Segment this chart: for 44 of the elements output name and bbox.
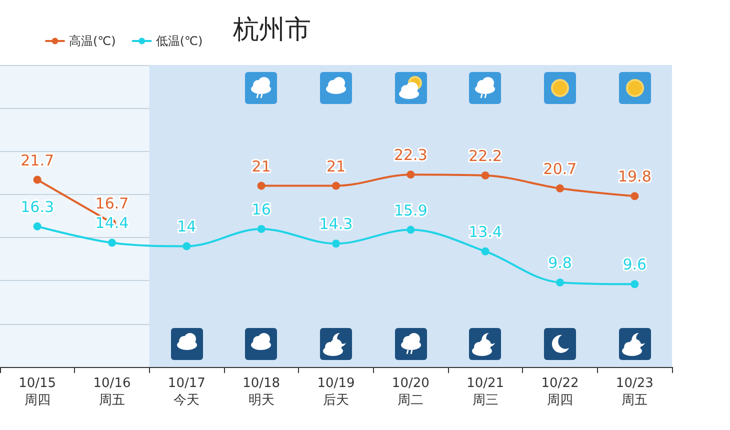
x-tick-label: 10/20 周二 [392, 376, 430, 408]
point [332, 182, 340, 190]
x-tick-label: 10/21 周三 [466, 376, 504, 408]
data-label: 14.3 [319, 215, 353, 234]
point [332, 240, 340, 248]
point [630, 280, 639, 288]
data-label: 21 [326, 157, 346, 176]
x-tick-label: 10/18 明天 [242, 376, 280, 408]
point [257, 182, 266, 190]
point [481, 171, 490, 180]
data-label: 19.8 [618, 168, 652, 186]
point [481, 247, 490, 256]
data-label: 21.7 [20, 151, 54, 170]
data-label: 13.4 [468, 222, 502, 241]
data-label: 14 [177, 218, 196, 236]
point [556, 184, 564, 192]
point [630, 192, 639, 200]
point [108, 238, 116, 247]
data-label: 15.9 [394, 201, 428, 220]
data-label: 9.6 [622, 256, 647, 274]
point [406, 170, 415, 179]
point [556, 278, 564, 286]
data-label: 16 [252, 200, 271, 218]
data-label: 16.3 [20, 198, 54, 216]
data-label: 21 [252, 157, 271, 176]
x-tick-label: 10/17 今天 [168, 376, 206, 408]
point [406, 226, 415, 234]
legend-label: 低温(℃) [156, 34, 203, 48]
data-label: 22.2 [468, 146, 502, 165]
x-tick-label: 10/22 周四 [541, 376, 579, 408]
data-label: 20.7 [543, 160, 577, 178]
point [257, 224, 266, 233]
chart-title: 杭州市 [232, 15, 311, 45]
point [33, 222, 42, 230]
legend-label: 高温(℃) [69, 34, 116, 48]
data-label: 9.8 [548, 254, 572, 272]
x-tick-label: 10/15 周四 [18, 376, 56, 408]
point [182, 242, 191, 250]
point [33, 176, 42, 184]
x-tick-label: 10/16 周五 [93, 376, 131, 408]
data-label: 16.7 [95, 194, 129, 212]
x-tick-label: 10/23 周五 [616, 376, 654, 408]
x-tick-label: 10/19 后天 [317, 376, 355, 408]
data-label: 22.3 [394, 146, 428, 164]
